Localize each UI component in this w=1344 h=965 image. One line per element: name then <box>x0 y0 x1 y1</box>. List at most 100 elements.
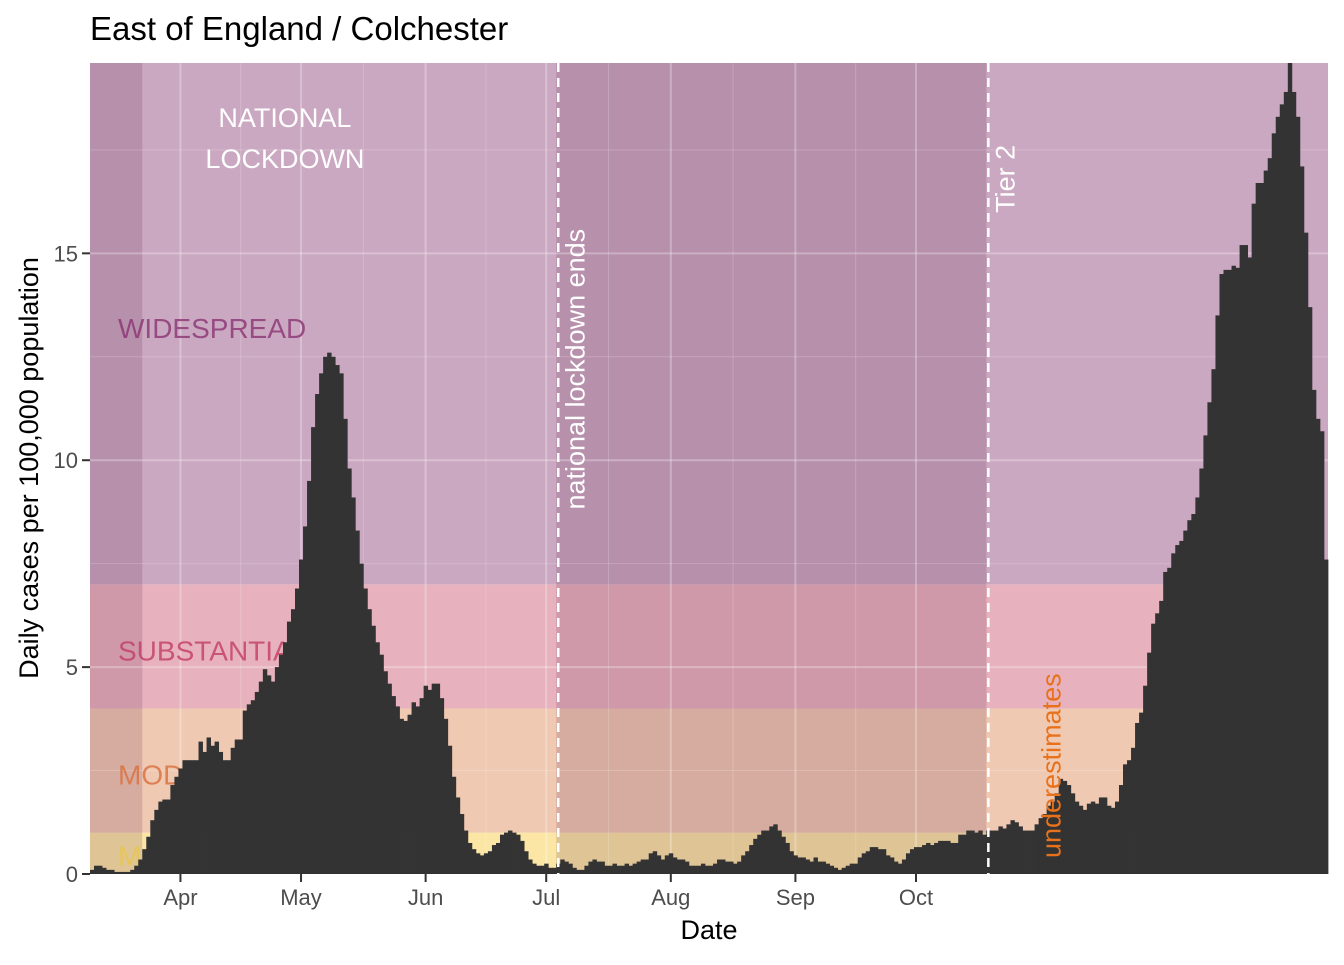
bar <box>266 675 272 874</box>
bar <box>258 681 264 874</box>
bar <box>1319 431 1325 874</box>
bar <box>98 865 103 874</box>
bar <box>520 840 525 874</box>
bar <box>552 867 557 874</box>
bar <box>487 851 493 874</box>
bar <box>1078 805 1084 874</box>
bar <box>853 863 859 874</box>
bar <box>367 609 372 874</box>
bar <box>684 861 690 874</box>
band-label-m: M <box>118 840 141 871</box>
bar <box>1215 315 1220 874</box>
bar <box>757 834 762 874</box>
bar <box>540 865 545 874</box>
bar <box>785 842 790 874</box>
bar <box>918 847 923 874</box>
bar <box>1311 389 1317 874</box>
x-axis-title: Date <box>680 915 737 945</box>
bar <box>909 849 915 874</box>
x-tick-label: Aug <box>651 885 690 910</box>
bar <box>696 865 702 874</box>
bar <box>962 834 967 874</box>
bar <box>564 861 569 874</box>
bar <box>1098 797 1104 874</box>
bar <box>1034 824 1039 874</box>
bar <box>556 863 561 874</box>
bar <box>881 849 887 874</box>
bar <box>737 861 742 874</box>
bar <box>793 855 798 874</box>
bar <box>274 667 280 874</box>
bar <box>431 683 437 874</box>
bar <box>532 863 537 874</box>
bar <box>692 865 698 874</box>
bar <box>118 871 123 874</box>
bars <box>90 63 1329 875</box>
bar <box>536 865 541 874</box>
bar <box>335 365 340 874</box>
bar <box>905 853 911 874</box>
bar <box>435 683 441 874</box>
bar <box>1323 559 1329 874</box>
bar <box>946 840 951 874</box>
bar <box>1090 801 1096 874</box>
bar <box>1123 764 1128 874</box>
bar <box>383 671 388 874</box>
bar <box>749 845 754 874</box>
bar <box>106 869 111 874</box>
bar <box>1018 826 1023 874</box>
bar <box>471 849 477 874</box>
bar <box>1199 468 1204 874</box>
bar <box>512 832 517 874</box>
bar <box>1163 571 1168 874</box>
bar <box>889 857 895 874</box>
bar <box>427 689 433 874</box>
bar <box>278 654 284 874</box>
bar <box>1283 91 1289 874</box>
bar <box>580 869 585 874</box>
bar <box>729 861 734 874</box>
x-tick-label: Oct <box>899 885 933 910</box>
bar <box>1026 830 1031 874</box>
y-tick-label: 15 <box>54 241 78 266</box>
bar <box>1247 257 1253 874</box>
bar <box>134 865 139 874</box>
bar <box>528 859 533 874</box>
event-label-0: national lockdown ends <box>560 229 590 510</box>
bar <box>548 867 553 874</box>
bar <box>1010 820 1015 874</box>
bar <box>950 842 955 874</box>
bar <box>1002 828 1007 874</box>
bar <box>938 840 943 874</box>
bar <box>733 863 738 874</box>
bar <box>1143 685 1148 874</box>
bar <box>652 851 658 874</box>
bar <box>282 642 288 874</box>
bar <box>182 760 187 874</box>
bar <box>174 776 179 874</box>
bar <box>648 853 654 874</box>
bar <box>1223 269 1228 874</box>
bar <box>1139 712 1144 874</box>
y-tick-label: 0 <box>66 862 78 887</box>
bar <box>849 863 855 874</box>
bar <box>1271 133 1277 874</box>
bar <box>1227 269 1232 874</box>
bar <box>596 861 601 874</box>
bar <box>234 739 240 874</box>
bar <box>166 799 171 874</box>
bar <box>893 861 899 874</box>
bar <box>459 814 465 874</box>
bar <box>423 685 429 874</box>
bar <box>986 830 991 874</box>
bar <box>1118 785 1124 874</box>
bar <box>222 760 228 874</box>
bar <box>331 356 336 874</box>
bar <box>725 861 730 874</box>
bar <box>1195 497 1200 874</box>
bar <box>765 830 770 874</box>
bar <box>419 698 425 874</box>
bar <box>869 847 875 874</box>
bar <box>1239 245 1244 874</box>
bar <box>1275 116 1281 874</box>
